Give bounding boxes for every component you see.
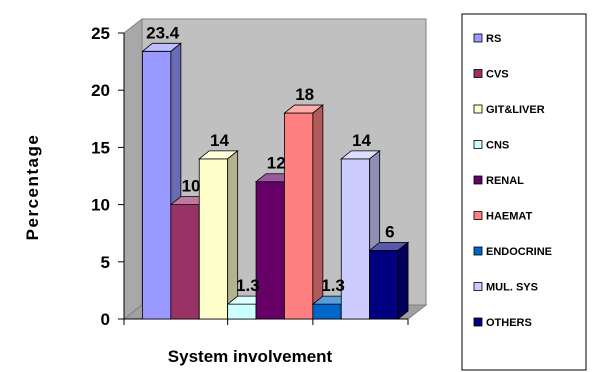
legend-item: ENDOCRINE — [473, 246, 552, 258]
legend-label: GIT&LIVER — [486, 104, 545, 116]
y-tick-label: 5 — [101, 253, 110, 272]
legend-label: RENAL — [486, 175, 524, 187]
legend-label: ENDOCRINE — [486, 246, 552, 258]
bar-front — [255, 181, 285, 320]
bar-front — [284, 112, 314, 320]
bar-haemat — [283, 104, 325, 320]
legend-item: OTHERS — [473, 317, 532, 329]
bar-front — [312, 303, 342, 320]
legend-item: MUL. SYS — [473, 282, 538, 294]
legend: RS CVS GIT&LIVER CNS RENAL HAEMAT ENDOCRINE MUL… — [461, 13, 587, 371]
legend-swatch — [473, 317, 483, 327]
bar-front — [369, 249, 399, 320]
bar-side — [397, 241, 409, 320]
bar-front — [227, 303, 257, 320]
legend-swatch — [473, 246, 483, 256]
legend-label: HAEMAT — [486, 211, 533, 223]
bar-git-liver — [198, 150, 239, 320]
data-label: 18 — [295, 85, 314, 104]
side-wall — [123, 17, 143, 321]
legend-item: CVS — [473, 69, 509, 81]
legend-item: GIT&LIVER — [473, 104, 545, 116]
legend-box — [461, 13, 587, 371]
y-axis-title: Percentage — [23, 134, 42, 241]
x-axis-title: System involvement — [168, 347, 333, 366]
legend-label: OTHERS — [486, 317, 532, 329]
y-tick-label: 15 — [91, 138, 110, 157]
legend-item: CNS — [473, 140, 509, 152]
y-tick-label: 10 — [91, 196, 110, 215]
legend-item: RENAL — [473, 175, 524, 187]
y-tick-label: 25 — [91, 24, 110, 43]
legend-label: MUL. SYS — [486, 282, 538, 294]
legend-swatch — [473, 175, 483, 185]
legend-swatch — [473, 140, 483, 149]
y-tick-label: 0 — [101, 310, 110, 329]
legend-swatch — [473, 282, 483, 291]
bar-front — [340, 158, 371, 320]
legend-item: HAEMAT — [473, 211, 533, 223]
data-labels: 23.4 10 14 1.3 12 18 1.3 14 6 — [146, 23, 394, 295]
data-label: 14 — [352, 131, 371, 150]
bar-front — [198, 158, 229, 320]
data-label: 6 — [385, 222, 394, 241]
data-label: 12 — [267, 154, 286, 173]
data-label: 1.3 — [236, 276, 260, 295]
legend-swatch — [473, 69, 483, 78]
legend-swatch — [473, 104, 483, 114]
legend-swatch — [473, 211, 483, 220]
legend-label: CNS — [486, 140, 509, 152]
legend-label: RS — [486, 33, 501, 45]
legend-item: RS — [473, 33, 501, 45]
data-label: 23.4 — [146, 23, 180, 42]
bars — [141, 42, 410, 320]
legend-label: CVS — [486, 69, 509, 81]
bar-others — [368, 241, 410, 320]
legend-swatch — [473, 33, 483, 43]
data-label: 1.3 — [321, 276, 345, 295]
y-tick-label: 20 — [91, 81, 110, 100]
bar-rs — [141, 42, 183, 320]
bar-front — [170, 204, 200, 320]
bar-front — [142, 50, 172, 320]
data-label: 10 — [182, 177, 201, 196]
data-label: 14 — [210, 131, 229, 150]
